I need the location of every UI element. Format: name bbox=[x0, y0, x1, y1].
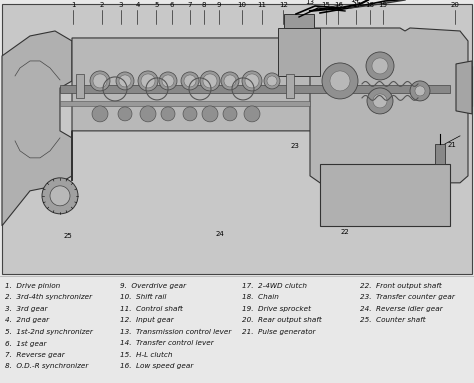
FancyBboxPatch shape bbox=[320, 164, 450, 226]
Circle shape bbox=[223, 107, 237, 121]
Circle shape bbox=[224, 75, 236, 87]
Text: 14.  Transfer control lever: 14. Transfer control lever bbox=[120, 340, 214, 346]
Bar bbox=[286, 74, 294, 98]
Circle shape bbox=[244, 106, 260, 122]
Circle shape bbox=[161, 107, 175, 121]
Circle shape bbox=[367, 88, 393, 114]
Text: 9.  Overdrive gear: 9. Overdrive gear bbox=[120, 283, 186, 289]
Circle shape bbox=[181, 72, 199, 90]
Text: 23.  Transfer counter gear: 23. Transfer counter gear bbox=[360, 294, 455, 300]
Bar bbox=[278, 28, 320, 76]
Circle shape bbox=[366, 52, 394, 80]
Circle shape bbox=[373, 94, 387, 108]
Circle shape bbox=[322, 63, 358, 99]
Bar bbox=[460, 66, 472, 106]
Text: 12: 12 bbox=[279, 2, 288, 8]
Text: 9: 9 bbox=[217, 2, 221, 8]
Text: 1: 1 bbox=[71, 2, 76, 8]
Circle shape bbox=[221, 72, 239, 90]
Text: 18: 18 bbox=[365, 2, 374, 8]
Text: 4: 4 bbox=[135, 2, 140, 8]
Text: 6: 6 bbox=[170, 2, 174, 8]
Text: 11.  Control shaft: 11. Control shaft bbox=[120, 306, 183, 312]
Circle shape bbox=[42, 178, 78, 214]
Circle shape bbox=[410, 81, 430, 101]
Polygon shape bbox=[310, 28, 468, 183]
Text: 19: 19 bbox=[379, 2, 387, 8]
Text: 16.  Low speed gear: 16. Low speed gear bbox=[120, 363, 193, 370]
Text: 2: 2 bbox=[100, 2, 104, 8]
Circle shape bbox=[267, 76, 277, 86]
Text: 8.  O.D.-R synchronizer: 8. O.D.-R synchronizer bbox=[5, 363, 88, 370]
Circle shape bbox=[93, 74, 107, 88]
Circle shape bbox=[159, 72, 177, 90]
Text: 13.  Transmission control lever: 13. Transmission control lever bbox=[120, 329, 231, 335]
Circle shape bbox=[202, 106, 218, 122]
Text: 21: 21 bbox=[448, 142, 457, 148]
Circle shape bbox=[242, 71, 262, 91]
Text: 20: 20 bbox=[451, 2, 459, 8]
Circle shape bbox=[183, 107, 197, 121]
Text: 5.  1st-2nd synchronizer: 5. 1st-2nd synchronizer bbox=[5, 329, 93, 335]
Circle shape bbox=[200, 71, 220, 91]
Circle shape bbox=[372, 58, 388, 74]
Text: 25: 25 bbox=[64, 233, 73, 239]
Bar bbox=[284, 14, 314, 28]
Text: 1.  Drive pinion: 1. Drive pinion bbox=[5, 283, 60, 289]
Bar bbox=[60, 101, 310, 106]
Text: 15.  H-L clutch: 15. H-L clutch bbox=[120, 352, 173, 358]
Text: 8: 8 bbox=[201, 2, 206, 8]
Circle shape bbox=[50, 186, 70, 206]
Text: 17.  2-4WD clutch: 17. 2-4WD clutch bbox=[242, 283, 307, 289]
Text: 10.  Shift rail: 10. Shift rail bbox=[120, 294, 166, 300]
Text: 13: 13 bbox=[306, 0, 315, 5]
Text: 12.  Input gear: 12. Input gear bbox=[120, 318, 174, 324]
Circle shape bbox=[92, 106, 108, 122]
Bar bbox=[60, 85, 450, 93]
Text: 14: 14 bbox=[351, 0, 359, 3]
Text: 19.  Drive sprocket: 19. Drive sprocket bbox=[242, 306, 311, 312]
Circle shape bbox=[119, 75, 131, 87]
Text: 6.  1st gear: 6. 1st gear bbox=[5, 340, 46, 347]
Text: 3: 3 bbox=[118, 2, 123, 8]
Circle shape bbox=[184, 75, 196, 87]
Text: 3.  3rd gear: 3. 3rd gear bbox=[5, 306, 47, 312]
Circle shape bbox=[264, 73, 280, 89]
Polygon shape bbox=[72, 38, 455, 181]
Circle shape bbox=[415, 86, 425, 96]
Circle shape bbox=[245, 74, 259, 88]
Text: 15: 15 bbox=[322, 2, 330, 8]
Text: 24.  Reverse idler gear: 24. Reverse idler gear bbox=[360, 306, 443, 312]
Bar bbox=[76, 74, 84, 98]
Text: 5: 5 bbox=[154, 2, 159, 8]
Circle shape bbox=[138, 71, 158, 91]
Text: 7: 7 bbox=[187, 2, 192, 8]
Text: 24: 24 bbox=[216, 231, 224, 237]
Text: 22: 22 bbox=[341, 229, 349, 235]
Text: 11: 11 bbox=[258, 2, 266, 8]
Circle shape bbox=[330, 71, 350, 91]
Polygon shape bbox=[2, 31, 72, 226]
Text: 18.  Chain: 18. Chain bbox=[242, 294, 279, 300]
Circle shape bbox=[90, 71, 110, 91]
Text: 2.  3rd-4th synchronizer: 2. 3rd-4th synchronizer bbox=[5, 294, 92, 300]
Text: 16: 16 bbox=[334, 2, 343, 8]
Text: 23: 23 bbox=[291, 143, 300, 149]
Text: 4.  2nd gear: 4. 2nd gear bbox=[5, 318, 49, 323]
Text: 17: 17 bbox=[352, 2, 361, 8]
Polygon shape bbox=[456, 61, 472, 114]
Circle shape bbox=[162, 75, 174, 87]
Circle shape bbox=[203, 74, 217, 88]
Circle shape bbox=[116, 72, 134, 90]
Circle shape bbox=[141, 74, 155, 88]
Bar bbox=[435, 144, 445, 164]
Text: 20.  Rear output shaft: 20. Rear output shaft bbox=[242, 318, 322, 324]
Circle shape bbox=[118, 107, 132, 121]
Text: 22.  Front output shaft: 22. Front output shaft bbox=[360, 283, 442, 289]
Text: 10: 10 bbox=[237, 2, 246, 8]
Circle shape bbox=[140, 106, 156, 122]
Text: 21.  Pulse generator: 21. Pulse generator bbox=[242, 329, 316, 335]
Text: 25.  Counter shaft: 25. Counter shaft bbox=[360, 318, 426, 323]
Text: 7.  Reverse gear: 7. Reverse gear bbox=[5, 352, 65, 358]
